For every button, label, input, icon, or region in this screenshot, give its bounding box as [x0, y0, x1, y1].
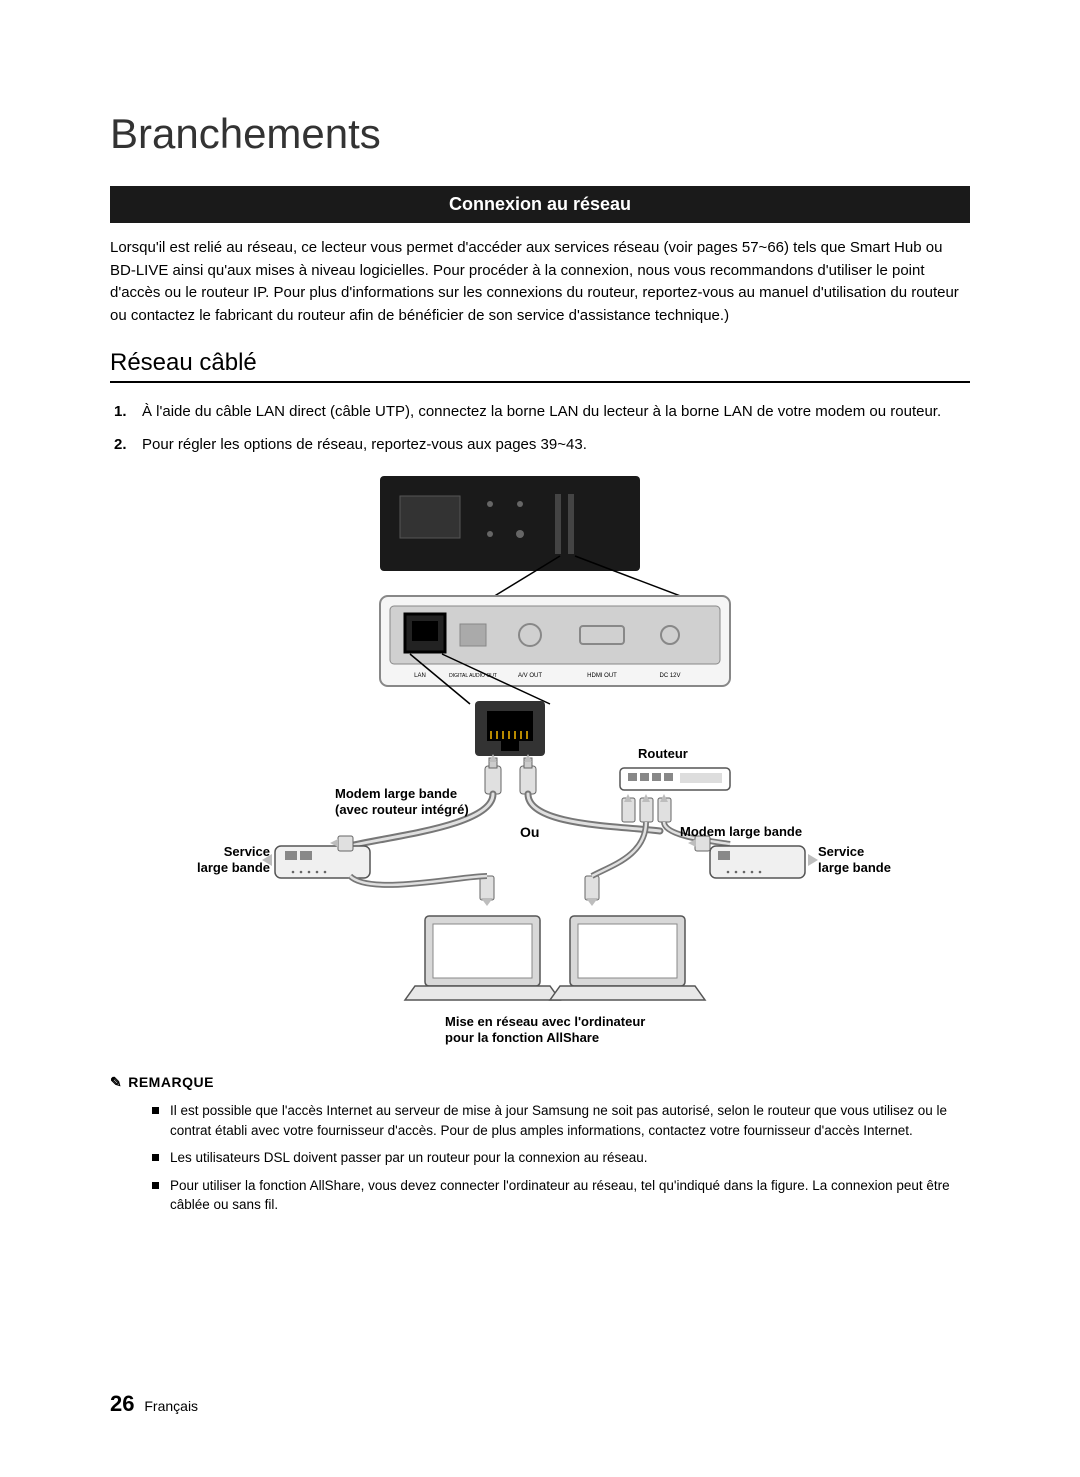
language-label: Français: [144, 1398, 198, 1414]
section-bar: Connexion au réseau: [110, 186, 970, 223]
sub-heading: Réseau câblé: [110, 349, 970, 383]
connection-diagram: LAN DIGITAL AUDIO OUT A/V OUT HDMI OUT D…: [190, 476, 890, 1056]
page-number: 26: [110, 1391, 134, 1416]
router-label: Routeur: [638, 746, 688, 762]
rj45-jack-icon: [475, 701, 545, 756]
remark-item: Pour utiliser la fonction AllShare, vous…: [152, 1176, 970, 1215]
cable-plug-icon: [485, 758, 536, 794]
page-title: Branchements: [110, 110, 970, 158]
remark-heading: ✎ REMARQUE: [110, 1074, 970, 1091]
steps-list: À l'aide du câble LAN direct (câble UTP)…: [110, 401, 970, 456]
laptop-icon: [405, 916, 560, 1000]
network-caption-label: Mise en réseau avec l'ordinateur pour la…: [445, 1014, 645, 1047]
service-left-label: Service large bande: [190, 844, 270, 877]
remark-item: Les utilisateurs DSL doivent passer par …: [152, 1148, 970, 1168]
service-right-label: Service large bande: [818, 844, 891, 877]
modem-integrated-icon: [275, 846, 370, 878]
remark-heading-text: REMARQUE: [128, 1074, 214, 1090]
intro-paragraph: Lorsqu'il est relié au réseau, ce lecteu…: [110, 237, 970, 327]
diagram-svg: LAN DIGITAL AUDIO OUT A/V OUT HDMI OUT D…: [190, 476, 890, 1056]
modem-icon: [710, 846, 805, 878]
page-footer: 26 Français: [110, 1391, 198, 1417]
port-label: A/V OUT: [518, 673, 542, 679]
remark-item: Il est possible que l'accès Internet au …: [152, 1101, 970, 1140]
modem-integrated-label: Modem large bande (avec routeur intégré): [335, 786, 469, 819]
laptop-icon: [550, 916, 705, 1000]
port-label: LAN: [414, 673, 426, 679]
router-icon: [620, 768, 730, 790]
modem-label: Modem large bande: [680, 824, 802, 840]
remarks-list: Il est possible que l'accès Internet au …: [110, 1101, 970, 1215]
or-label: Ou: [520, 824, 539, 842]
step-item: Pour régler les options de réseau, repor…: [110, 434, 970, 457]
note-icon: ✎: [110, 1074, 122, 1091]
port-label: HDMI OUT: [587, 673, 617, 679]
port-label: DC 12V: [659, 673, 680, 679]
step-item: À l'aide du câble LAN direct (câble UTP)…: [110, 401, 970, 424]
